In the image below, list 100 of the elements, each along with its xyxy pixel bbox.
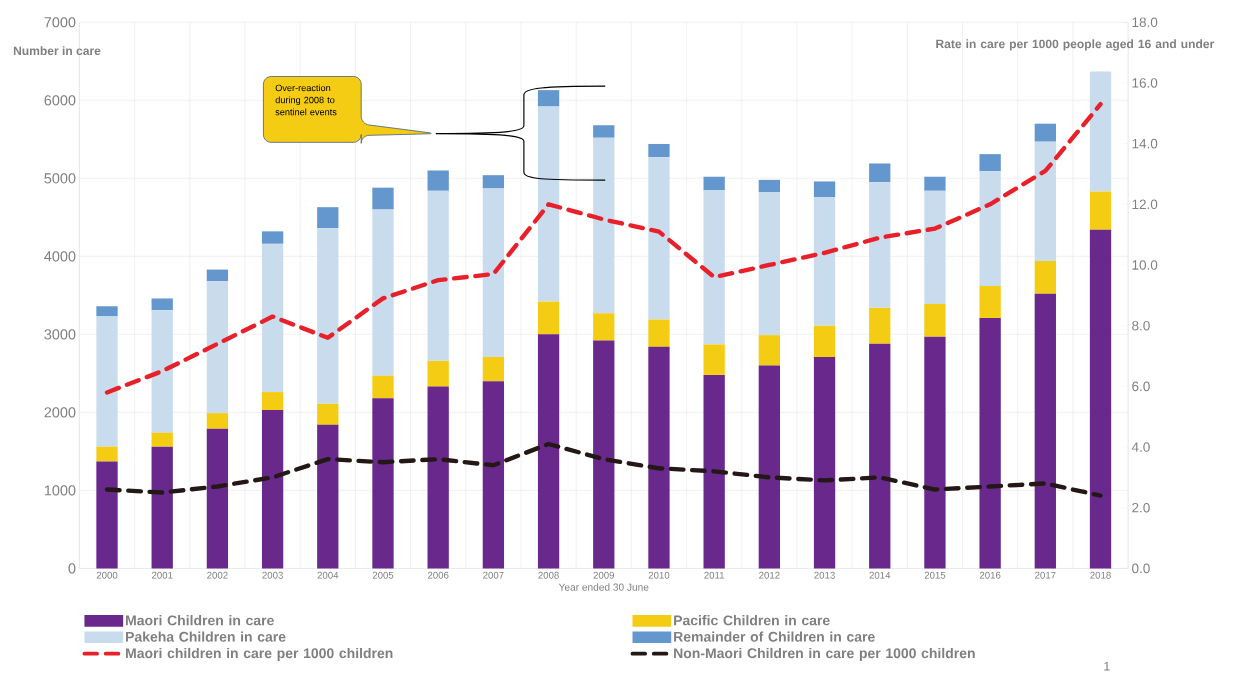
x-tick-label: 2007	[483, 571, 504, 579]
bar	[317, 424, 339, 569]
bar	[96, 306, 118, 317]
bar	[427, 190, 449, 361]
bar	[537, 301, 560, 335]
y2-tick-label: 18.0	[1132, 17, 1158, 28]
bar	[1034, 123, 1056, 142]
bar	[869, 307, 891, 344]
bar	[869, 163, 891, 183]
line-series	[104, 441, 1103, 498]
bar	[151, 310, 173, 433]
y2-axis-title: Rate in care per 1000 people aged 16 and under	[936, 39, 1215, 51]
y2-tick-label: 6.0	[1132, 381, 1150, 392]
x-tick-label: 2003	[262, 571, 283, 579]
bar	[96, 461, 118, 569]
legend-label: Pakeha Children in care	[126, 631, 286, 642]
bar	[151, 432, 173, 447]
bar	[813, 325, 836, 358]
x-tick-label: 2018	[1090, 571, 1111, 579]
x-tick-label: 2001	[151, 571, 173, 579]
text: 1	[1104, 661, 1110, 671]
x-tick-label: 2011	[704, 571, 725, 579]
annotation: Over-reaction during 2008 to sentinel events	[275, 84, 337, 116]
x-tick-label: 2008	[538, 571, 559, 579]
bar	[924, 190, 946, 304]
x-tick-label: 2009	[593, 571, 615, 579]
x-tick-label: 2005	[372, 571, 394, 579]
x-tick-label: 2002	[207, 571, 228, 579]
bar	[372, 187, 394, 210]
bar	[537, 106, 560, 302]
bar	[261, 410, 284, 569]
bar	[924, 303, 946, 337]
x-tick-label: 2016	[979, 571, 1001, 579]
bar	[427, 360, 449, 387]
bar	[206, 281, 229, 414]
legend-label: Maori children in care per 1000 children	[126, 647, 393, 661]
legend-label: Maori Children in care	[126, 615, 274, 626]
bar	[206, 413, 229, 429]
bar	[924, 176, 946, 191]
y-tick-label: 5000	[44, 173, 76, 184]
bar	[372, 209, 394, 376]
x-tick-label: 2014	[869, 571, 891, 579]
y2-tick-label: 8.0	[1132, 320, 1150, 331]
y-tick-label: 1000	[44, 485, 76, 496]
bar	[482, 188, 505, 358]
x-tick-label: 2012	[759, 571, 780, 579]
y2-tick-label: 0.0	[1132, 563, 1150, 574]
bar	[593, 125, 615, 138]
y2-tick-label: 4.0	[1131, 442, 1150, 452]
legend-label: Pacific Children in care	[674, 615, 830, 626]
bar	[924, 336, 946, 569]
bar	[813, 181, 836, 198]
y-tick-label: 4000	[44, 251, 76, 262]
bar	[372, 375, 394, 399]
bar	[1089, 191, 1112, 230]
bar	[979, 171, 1001, 287]
legend-label: Remainder of Children in care	[674, 631, 875, 642]
bar	[869, 182, 891, 308]
bar	[317, 403, 339, 425]
y-tick-label: 6000	[44, 95, 76, 106]
bar	[482, 381, 505, 569]
y-tick-label: 3000	[44, 329, 76, 340]
x-tick-label: 2010	[648, 571, 670, 579]
bar	[1034, 141, 1056, 262]
y-tick-label: 2000	[44, 407, 76, 418]
bar	[758, 179, 780, 193]
bar	[813, 197, 836, 326]
y2-tick-label: 12.0	[1132, 199, 1158, 210]
y-axis-title: Number in care	[13, 46, 101, 56]
y-tick-label: 0	[68, 563, 76, 574]
y2-tick-label: 16.0	[1132, 78, 1158, 88]
legend-label: Non-Maori Children in care per 1000 children	[674, 647, 975, 661]
bar	[758, 335, 780, 366]
bar	[427, 386, 449, 569]
bar	[703, 374, 725, 569]
x-tick-label: 2000	[96, 571, 118, 579]
bar	[151, 446, 173, 569]
bar	[96, 316, 118, 447]
bar	[758, 365, 780, 569]
bar	[648, 144, 670, 158]
bar	[703, 190, 725, 345]
bar	[372, 398, 394, 569]
bar	[593, 313, 615, 341]
x-tick-label: 2015	[924, 571, 946, 579]
x-tick-label: 2004	[317, 571, 339, 579]
y2-tick-label: 2.0	[1132, 502, 1150, 513]
bar	[261, 243, 284, 393]
bar	[648, 346, 670, 569]
x-tick-label: 2017	[1035, 571, 1056, 579]
bar	[593, 137, 615, 314]
bar	[648, 319, 670, 347]
bar	[648, 157, 670, 320]
x-axis-title: Year ended 30 June	[558, 583, 649, 591]
bar	[979, 318, 1001, 569]
y2-tick-label: 10.0	[1132, 260, 1158, 270]
bar	[1089, 71, 1112, 192]
bar	[813, 357, 836, 569]
x-tick-label: 2013	[814, 571, 835, 579]
bar	[1034, 261, 1056, 294]
bar	[427, 170, 449, 191]
